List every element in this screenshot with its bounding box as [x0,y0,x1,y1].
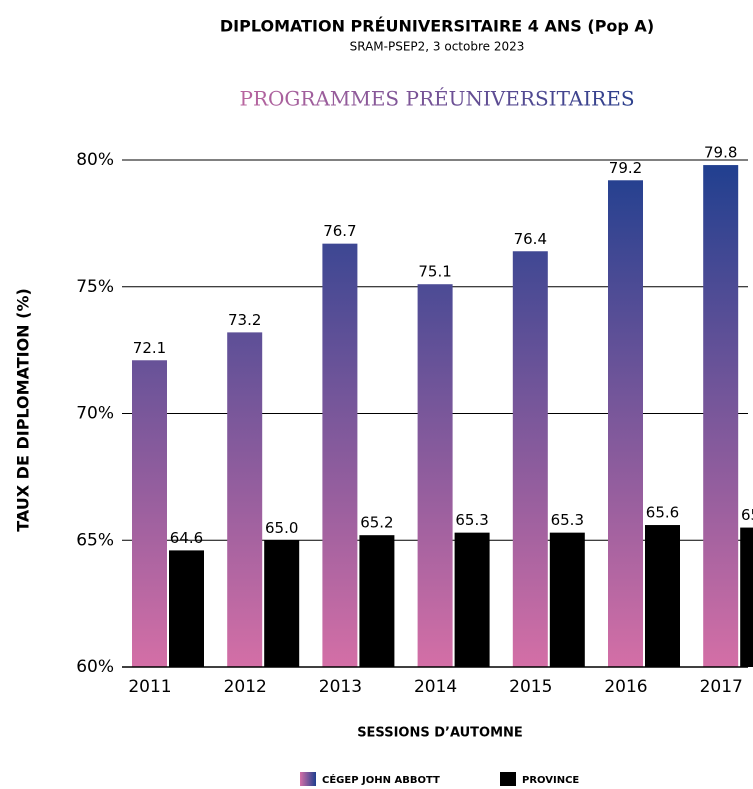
value-label: 73.2 [228,311,261,329]
y-tick-label: 75% [76,277,114,297]
value-label: 65.2 [360,514,393,532]
x-tick-label: 2011 [128,677,171,697]
y-tick-label: 65% [76,530,114,550]
bar [132,360,167,667]
x-tick-label: 2012 [224,677,267,697]
value-label: 76.4 [514,230,547,248]
section-title: PROGRAMMES PRÉUNIVERSITAIRES [239,87,634,111]
bar [454,532,490,667]
value-label: 75.1 [418,263,451,281]
x-tick-label: 2014 [414,677,457,697]
bar [169,550,204,667]
y-tick-label: 60% [76,657,114,677]
y-tick-label: 80% [76,150,114,170]
x-axis-label: SESSIONS D’AUTOMNE [357,726,523,741]
y-axis-label: TAUX DE DIPLOMATION (%) [14,288,33,532]
chart-title: DIPLOMATION PRÉUNIVERSITAIRE 4 ANS (Pop … [220,17,654,36]
bar [645,525,680,667]
chart-subtitle: SRAM-PSEP2, 3 octobre 2023 [350,40,525,54]
bar [322,243,358,667]
bar [264,540,300,667]
value-label: 79.8 [704,144,737,162]
bar [359,535,395,667]
bar [512,251,548,667]
legend-swatch [300,772,316,786]
x-tick-label: 2016 [604,677,647,697]
value-label: 65.5 [741,506,753,524]
x-tick-label: 2017 [700,677,743,697]
legend-label: CÉGEP JOHN ABBOTT [322,773,440,786]
y-tick-label: 70% [76,404,114,424]
legend-label: PROVINCE [522,775,579,786]
value-label: 79.2 [609,159,642,177]
bar [227,332,263,667]
bar [740,527,753,667]
value-label: 72.1 [133,339,166,357]
x-tick-label: 2013 [319,677,362,697]
value-label: 65.6 [646,504,679,522]
bar [549,532,585,667]
value-label: 76.7 [323,222,356,240]
value-label: 65.3 [551,511,584,529]
legend-swatch [500,772,516,786]
value-label: 65.0 [265,519,298,537]
bar [703,165,739,667]
value-label: 65.3 [455,511,488,529]
bar [417,284,453,667]
x-tick-label: 2015 [509,677,552,697]
value-label: 64.6 [170,529,203,547]
bar [608,180,643,667]
